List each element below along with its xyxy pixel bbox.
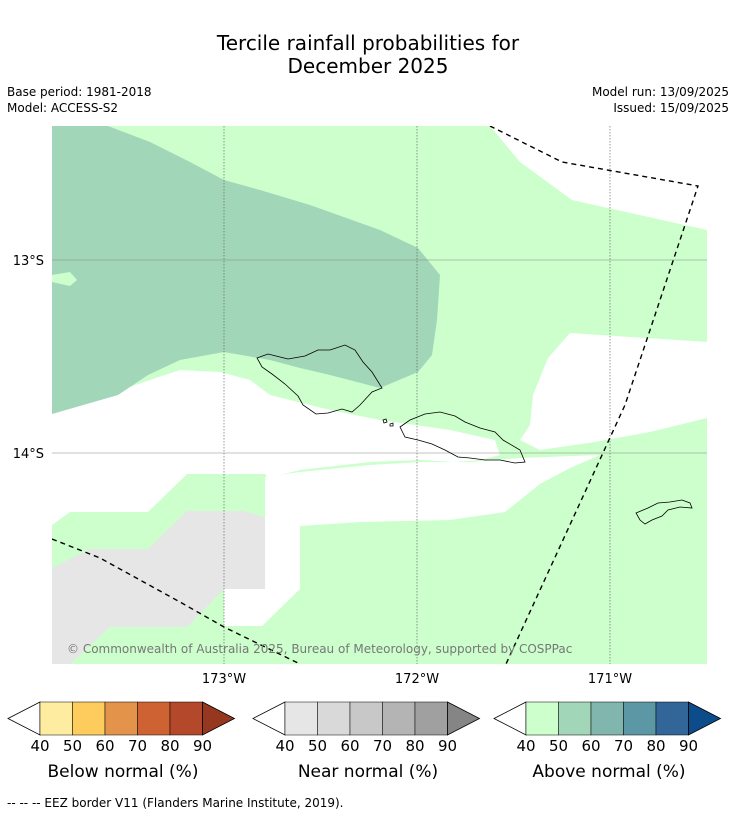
below-normal-swatch (104, 701, 138, 736)
white-gap-region (265, 455, 600, 526)
below-normal-extend-high (202, 701, 236, 736)
near-normal-swatch (284, 701, 318, 736)
near-normal-colorbar-title: Near normal (%) (297, 762, 439, 782)
above-normal-small-patch (52, 272, 77, 286)
below-normal-tick-label: 70 (127, 737, 148, 755)
base-period: Base period: 1981-2018 (7, 85, 152, 99)
upolu-island-outline (399, 411, 526, 464)
below-normal-swatch (39, 701, 73, 736)
small-island-outline (382, 418, 388, 424)
near-normal-tick-label: 90 (437, 737, 458, 755)
above-normal-swatch (590, 701, 624, 736)
map-plot-area (52, 126, 707, 664)
tutuila-island-outline (635, 499, 693, 525)
above-normal-tick-label: 60 (581, 737, 601, 755)
above-normal-50-60-region (52, 126, 440, 414)
near-normal-colorbar-swatches (252, 701, 481, 736)
above-normal-colorbar: 40 50 60 70 80 90 Above normal (%) (493, 700, 733, 790)
near-normal-tick-label: 80 (405, 737, 425, 755)
below-normal-colorbar-title: Below normal (%) (47, 762, 199, 782)
above-normal-extend-high (688, 701, 722, 736)
below-normal-extend-low (7, 701, 41, 736)
below-normal-tick-label: 80 (160, 737, 180, 755)
near-normal-40-50-region (52, 511, 265, 664)
below-normal-colorbar-swatches (7, 701, 236, 736)
below-normal-tick-label: 90 (192, 737, 213, 755)
near-normal-extend-high (447, 701, 481, 736)
lat-label-13s: 13°S (13, 254, 44, 269)
copyright-text: © Commonwealth of Australia 2025, Bureau… (67, 642, 572, 656)
above-normal-colorbar-swatches (493, 701, 722, 736)
below-normal-swatch (169, 701, 203, 736)
lon-label-171w: 171°W (588, 672, 632, 687)
eez-border-line-east (489, 126, 699, 664)
above-normal-swatch (623, 701, 657, 736)
near-normal-swatch (414, 701, 448, 736)
below-normal-tick-label: 50 (62, 737, 83, 755)
lon-label-172w: 172°W (395, 672, 439, 687)
near-normal-swatch (317, 701, 351, 736)
savaii-island-outline (256, 344, 383, 415)
above-normal-swatch (525, 701, 559, 736)
eez-footnote: -- -- -- EEZ border V11 (Flanders Marine… (7, 796, 344, 810)
coastlines (256, 344, 693, 525)
map-title-line1: Tercile rainfall probabilities for (216, 31, 520, 55)
above-normal-extend-low (493, 701, 527, 736)
near-normal-tick-label: 40 (275, 737, 295, 755)
above-normal-swatch (558, 701, 592, 736)
below-normal-swatch (72, 701, 106, 736)
near-normal-tick-label: 50 (307, 737, 328, 755)
map-figure: 13°S 14°S 173°W 172°W 171°W © Commonweal… (13, 126, 707, 687)
graticule-lat (52, 259, 707, 454)
map-title-line2: December 2025 (287, 54, 449, 78)
model-run: Model run: 13/09/2025 (591, 85, 729, 99)
near-normal-swatch (382, 701, 416, 736)
white-strip-region (224, 517, 300, 626)
above-normal-tick-label: 50 (548, 737, 569, 755)
above-normal-swatch (655, 701, 689, 736)
graticule (223, 126, 611, 664)
lat-label-14s: 14°S (13, 447, 44, 462)
issued-date: Issued: 15/09/2025 (613, 101, 729, 115)
below-normal-swatch (137, 701, 171, 736)
lon-label-173w: 173°W (202, 672, 246, 687)
above-normal-tick-label: 90 (678, 737, 699, 755)
above-normal-tick-label: 40 (516, 737, 536, 755)
near-normal-colorbar: 40 50 60 70 80 90 Near normal (%) (252, 700, 492, 790)
near-normal-tick-label: 60 (340, 737, 360, 755)
below-normal-tick-label: 40 (30, 737, 50, 755)
near-normal-swatch (349, 701, 383, 736)
below-normal-tick-label: 60 (95, 737, 115, 755)
near-normal-tick-label: 70 (372, 737, 393, 755)
small-island-outline-2 (389, 422, 394, 427)
above-normal-tick-label: 70 (613, 737, 634, 755)
below-normal-colorbar: 40 50 60 70 80 90 Below normal (%) (7, 700, 247, 790)
model-name: Model: ACCESS-S2 (7, 101, 119, 115)
eez-border (52, 126, 699, 664)
near-normal-extend-low (252, 701, 286, 736)
above-normal-colorbar-title: Above normal (%) (532, 762, 686, 782)
above-normal-tick-label: 80 (646, 737, 666, 755)
